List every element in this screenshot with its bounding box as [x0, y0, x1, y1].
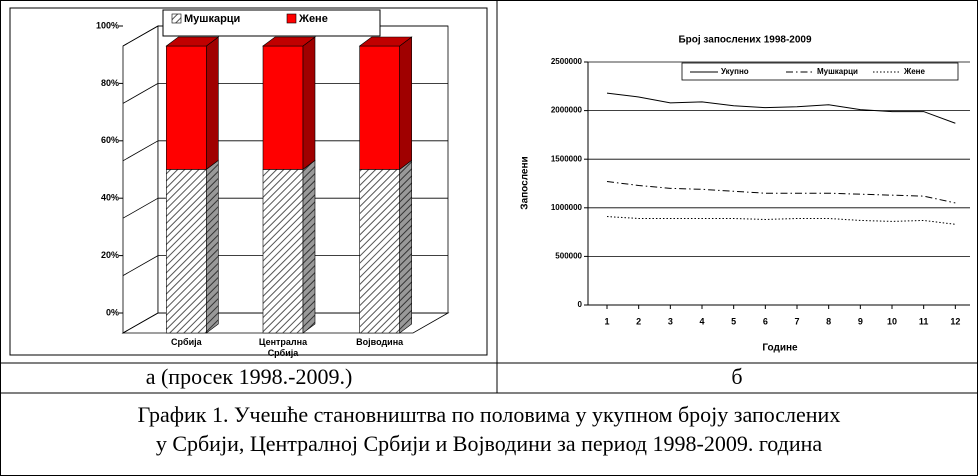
legend-swatch	[286, 13, 297, 24]
legend-label: Укупно	[721, 67, 749, 76]
bar-side	[206, 159, 219, 334]
bar	[166, 45, 207, 170]
legend-label: Жене	[903, 67, 926, 76]
y-axis-label: Запослени	[520, 156, 531, 209]
x-tick-label: 7	[794, 316, 799, 326]
y-tick-label: 1500000	[551, 154, 583, 163]
x-tick-label: 2	[636, 316, 641, 326]
legend-label: Мушкарци	[817, 67, 858, 76]
x-tick-label: 10	[887, 316, 897, 326]
y-tick-label: 40%	[101, 193, 119, 203]
bar-side	[206, 36, 219, 171]
x-tick-label: 8	[826, 316, 831, 326]
left-wall	[122, 25, 159, 334]
y-tick-label: 0	[578, 300, 583, 309]
grid-line	[122, 255, 159, 276]
chart-frame	[9, 7, 488, 356]
x-axis-label: Године	[762, 343, 798, 354]
legend-label: Мушкарци	[184, 13, 240, 25]
bar-side	[399, 36, 412, 171]
grid-line	[122, 312, 159, 334]
legend-label: Жене	[298, 13, 328, 25]
x-tick-label: 9	[858, 316, 863, 326]
legend-box	[681, 62, 959, 81]
bar	[262, 169, 304, 334]
grid-line	[122, 197, 159, 219]
bar	[166, 169, 207, 334]
x-tick-label: Централна Србија	[258, 337, 308, 358]
y-tick-label: 80%	[101, 78, 119, 88]
line-series	[606, 181, 956, 204]
legend-swatch	[171, 13, 182, 24]
y-tick-label: 2000000	[551, 106, 583, 115]
subcaption: б	[731, 364, 742, 389]
caption: у Србији, Централној Србији и Војводини …	[156, 431, 823, 456]
y-tick-label: 500000	[555, 252, 582, 261]
bar	[262, 45, 304, 170]
grid-line	[122, 83, 159, 104]
legend-box	[162, 9, 381, 37]
y-tick-label: 1000000	[551, 203, 583, 212]
line-series	[606, 216, 956, 225]
x-tick-label: Војводина	[356, 337, 404, 347]
bar-side	[302, 159, 316, 334]
y-tick-label: 2500000	[551, 57, 583, 66]
x-tick-label: 6	[763, 316, 768, 326]
grid-line	[122, 25, 159, 47]
x-tick-label: 12	[950, 316, 960, 326]
y-tick-label: 20%	[101, 250, 119, 260]
bar-top	[358, 36, 413, 47]
x-tick-label: Србија	[171, 337, 202, 347]
bar	[359, 169, 400, 334]
bar-top	[262, 36, 316, 47]
line-series	[606, 92, 956, 124]
x-tick-label: 11	[919, 316, 929, 326]
y-tick-label: 100%	[96, 20, 119, 30]
y-tick-label: 60%	[101, 135, 119, 145]
x-tick-label: 4	[699, 316, 704, 326]
x-tick-label: 5	[731, 316, 736, 326]
grid-line	[122, 140, 159, 162]
bar-side	[302, 36, 316, 171]
bar-top	[165, 36, 220, 47]
chart-title: Број запослених 1998-2009	[678, 35, 812, 46]
x-tick-label: 1	[604, 316, 609, 326]
subcaption: а (просек 1998.-2009.)	[146, 364, 353, 389]
y-tick-label: 0%	[106, 307, 119, 317]
x-tick-label: 3	[668, 316, 673, 326]
bar-side	[399, 159, 412, 334]
bar	[359, 45, 400, 170]
caption: График 1. Учешће становништва по половим…	[138, 402, 841, 427]
